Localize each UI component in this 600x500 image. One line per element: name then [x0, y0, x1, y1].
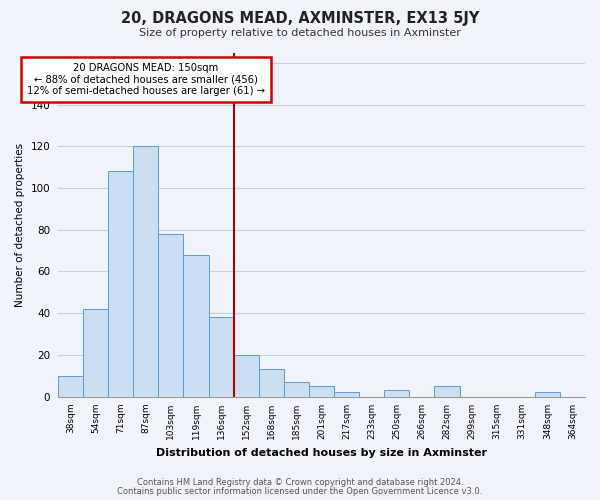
Bar — [83, 309, 108, 396]
X-axis label: Distribution of detached houses by size in Axminster: Distribution of detached houses by size … — [156, 448, 487, 458]
Bar — [535, 392, 560, 396]
Bar — [158, 234, 184, 396]
Bar — [309, 386, 334, 396]
Bar — [259, 370, 284, 396]
Bar — [233, 355, 259, 397]
Bar — [108, 172, 133, 396]
Text: Contains HM Land Registry data © Crown copyright and database right 2024.: Contains HM Land Registry data © Crown c… — [137, 478, 463, 487]
Bar — [184, 255, 209, 396]
Bar — [209, 318, 233, 396]
Text: 20 DRAGONS MEAD: 150sqm
← 88% of detached houses are smaller (456)
12% of semi-d: 20 DRAGONS MEAD: 150sqm ← 88% of detache… — [27, 63, 265, 96]
Bar — [384, 390, 409, 396]
Bar — [284, 382, 309, 396]
Bar — [334, 392, 359, 396]
Y-axis label: Number of detached properties: Number of detached properties — [15, 142, 25, 306]
Text: Contains public sector information licensed under the Open Government Licence v3: Contains public sector information licen… — [118, 487, 482, 496]
Bar — [434, 386, 460, 396]
Text: Size of property relative to detached houses in Axminster: Size of property relative to detached ho… — [139, 28, 461, 38]
Bar — [58, 376, 83, 396]
Bar — [133, 146, 158, 396]
Text: 20, DRAGONS MEAD, AXMINSTER, EX13 5JY: 20, DRAGONS MEAD, AXMINSTER, EX13 5JY — [121, 11, 479, 26]
